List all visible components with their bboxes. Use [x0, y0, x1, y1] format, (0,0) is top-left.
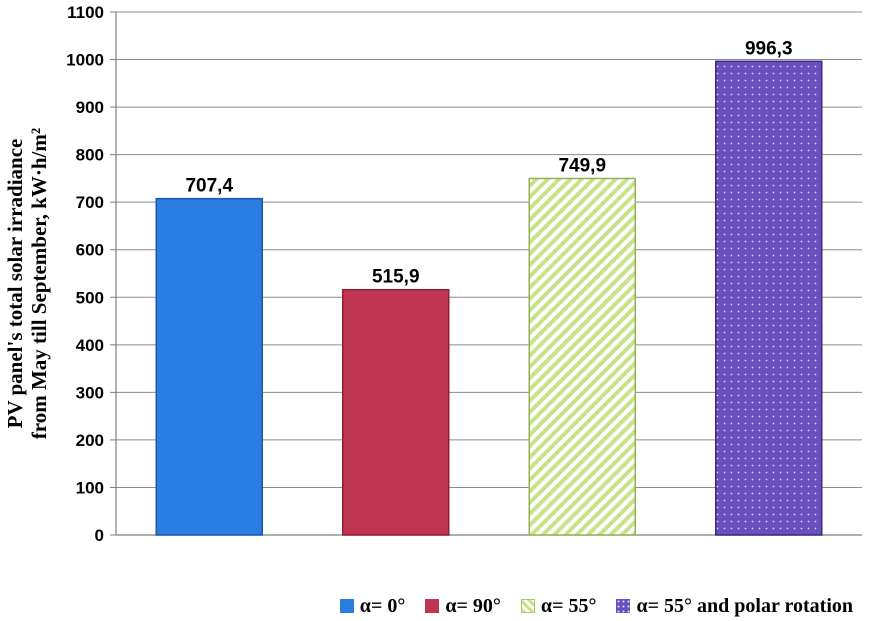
bar-value-label: 996,3 [745, 38, 793, 59]
y-tick-label: 900 [76, 98, 104, 117]
y-axis-title-line-2: from May till September, kW·h/m² [27, 128, 51, 439]
bar-value-label: 515,9 [372, 267, 420, 288]
legend-item-alpha-90: α= 90° [425, 595, 501, 618]
y-tick-label: 800 [76, 146, 104, 165]
legend-label: α= 0° [359, 594, 406, 617]
legend-label: α= 55° [540, 594, 597, 617]
y-tick-label: 1000 [66, 51, 104, 70]
y-tick-label: 400 [76, 336, 104, 355]
y-tick-label: 100 [76, 478, 104, 497]
y-tick-label: 600 [76, 241, 104, 260]
legend-swatch-blue [339, 599, 354, 613]
bar-4 [715, 60, 823, 536]
y-tick-label: 300 [76, 383, 104, 402]
y-tick-label: 0 [95, 526, 104, 545]
legend: α= 0° α= 90° α= 55° α= 55° and polar rot… [0, 592, 875, 620]
bar-value-label: 707,4 [185, 176, 233, 197]
y-tick-label: 700 [76, 193, 104, 212]
legend-swatch-dotted-purple [616, 599, 631, 613]
bar-value-label: 749,9 [558, 155, 606, 176]
legend-item-alpha-55: α= 55° [520, 594, 597, 618]
y-tick-label: 1100 [67, 3, 104, 22]
y-axis-title-line-1: PV panel's total solar irradiance [3, 139, 27, 429]
legend-item-alpha-55-polar: α= 55° and polar rotation [616, 595, 853, 618]
legend-label: α= 55° and polar rotation [636, 594, 853, 617]
bar-2 [342, 288, 450, 536]
bar-3 [528, 177, 636, 536]
legend-item-alpha-0: α= 0° [339, 594, 406, 618]
legend-label: α= 90° [445, 594, 501, 617]
y-tick-label: 200 [76, 431, 104, 450]
bar-1 [155, 197, 263, 536]
legend-swatch-red [425, 599, 440, 613]
legend-swatch-striped-green [520, 599, 535, 613]
y-tick-label: 500 [76, 288, 104, 307]
